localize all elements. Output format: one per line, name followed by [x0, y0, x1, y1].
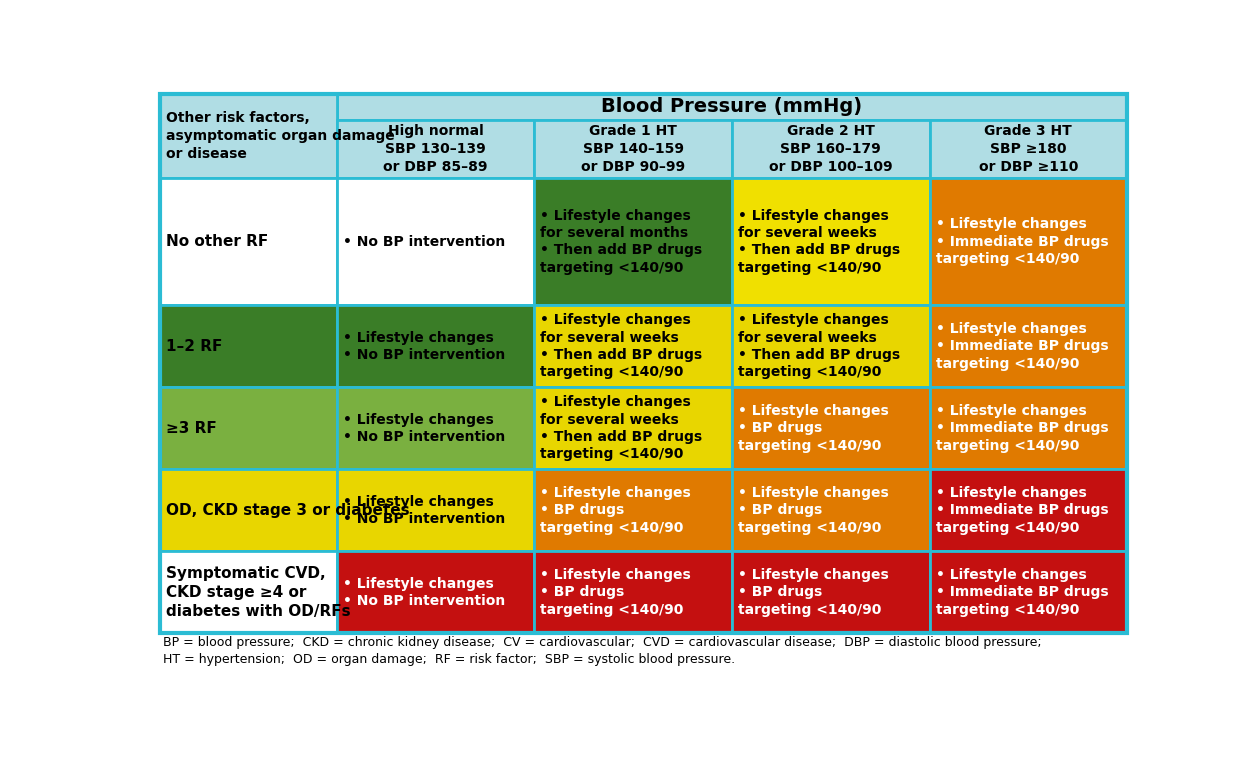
Bar — [535, 388, 732, 469]
Text: • Lifestyle changes
• No BP intervention: • Lifestyle changes • No BP intervention — [343, 331, 505, 362]
Text: • Lifestyle changes
• BP drugs
targeting <140/90: • Lifestyle changes • BP drugs targeting… — [738, 568, 889, 616]
Bar — [336, 178, 535, 306]
Bar — [336, 119, 535, 178]
Text: • Lifestyle changes
• BP drugs
targeting <140/90: • Lifestyle changes • BP drugs targeting… — [541, 486, 692, 534]
Text: • Lifestyle changes
• No BP intervention: • Lifestyle changes • No BP intervention — [343, 413, 505, 444]
Bar — [159, 469, 336, 551]
Bar — [535, 306, 732, 388]
Text: Grade 1 HT
SBP 140–159
or DBP 90–99: Grade 1 HT SBP 140–159 or DBP 90–99 — [581, 124, 685, 174]
Text: OD, CKD stage 3 or diabetes: OD, CKD stage 3 or diabetes — [166, 503, 410, 518]
Text: BP = blood pressure;  CKD = chronic kidney disease;  CV = cardiovascular;  CVD =: BP = blood pressure; CKD = chronic kidne… — [163, 636, 1042, 667]
Text: Grade 2 HT
SBP 160–179
or DBP 100–109: Grade 2 HT SBP 160–179 or DBP 100–109 — [769, 124, 892, 174]
Text: • Lifestyle changes
for several weeks
• Then add BP drugs
targeting <140/90: • Lifestyle changes for several weeks • … — [738, 313, 900, 379]
Text: • Lifestyle changes
• Immediate BP drugs
targeting <140/90: • Lifestyle changes • Immediate BP drugs… — [936, 322, 1108, 371]
Bar — [930, 178, 1127, 306]
Text: • Lifestyle changes
• Immediate BP drugs
targeting <140/90: • Lifestyle changes • Immediate BP drugs… — [936, 404, 1108, 452]
Text: • Lifestyle changes
• Immediate BP drugs
targeting <140/90: • Lifestyle changes • Immediate BP drugs… — [936, 217, 1108, 266]
Text: ≥3 RF: ≥3 RF — [166, 421, 217, 435]
Text: • Lifestyle changes
for several weeks
• Then add BP drugs
targeting <140/90: • Lifestyle changes for several weeks • … — [541, 313, 703, 379]
Bar — [159, 306, 336, 388]
Text: • Lifestyle changes
• BP drugs
targeting <140/90: • Lifestyle changes • BP drugs targeting… — [738, 486, 889, 534]
Bar — [930, 469, 1127, 551]
Bar — [159, 551, 336, 633]
Text: • Lifestyle changes
• BP drugs
targeting <140/90: • Lifestyle changes • BP drugs targeting… — [738, 404, 889, 452]
Bar — [336, 306, 535, 388]
Text: Grade 3 HT
SBP ≥180
or DBP ≥110: Grade 3 HT SBP ≥180 or DBP ≥110 — [979, 124, 1078, 174]
Text: • Lifestyle changes
for several weeks
• Then add BP drugs
targeting <140/90: • Lifestyle changes for several weeks • … — [738, 209, 900, 274]
Text: • No BP intervention: • No BP intervention — [343, 235, 505, 249]
Bar — [732, 178, 930, 306]
Text: Blood Pressure (mmHg): Blood Pressure (mmHg) — [601, 97, 862, 116]
Bar — [336, 94, 1127, 119]
Bar — [159, 178, 336, 306]
Bar — [535, 551, 732, 633]
Bar — [732, 469, 930, 551]
Text: Other risk factors,
asymptomatic organ damage
or disease: Other risk factors, asymptomatic organ d… — [166, 112, 395, 161]
Bar — [336, 551, 535, 633]
Bar — [732, 551, 930, 633]
Text: • Lifestyle changes
• Immediate BP drugs
targeting <140/90: • Lifestyle changes • Immediate BP drugs… — [936, 486, 1108, 534]
Bar — [159, 388, 336, 469]
Text: • Lifestyle changes
• BP drugs
targeting <140/90: • Lifestyle changes • BP drugs targeting… — [541, 568, 692, 616]
Text: • Lifestyle changes
• Immediate BP drugs
targeting <140/90: • Lifestyle changes • Immediate BP drugs… — [936, 568, 1108, 616]
Bar — [930, 306, 1127, 388]
Bar — [535, 469, 732, 551]
Bar — [930, 551, 1127, 633]
Bar — [930, 388, 1127, 469]
Bar — [336, 469, 535, 551]
Text: • Lifestyle changes
for several weeks
• Then add BP drugs
targeting <140/90: • Lifestyle changes for several weeks • … — [541, 395, 703, 461]
Bar — [159, 94, 336, 178]
Bar — [535, 178, 732, 306]
Bar — [732, 119, 930, 178]
Text: Symptomatic CVD,
CKD stage ≥4 or
diabetes with OD/RFs: Symptomatic CVD, CKD stage ≥4 or diabete… — [166, 565, 351, 619]
Text: • Lifestyle changes
• No BP intervention: • Lifestyle changes • No BP intervention — [343, 577, 505, 608]
Bar — [535, 119, 732, 178]
Bar — [732, 306, 930, 388]
Text: No other RF: No other RF — [166, 234, 269, 249]
Text: 1–2 RF: 1–2 RF — [166, 339, 222, 353]
Text: • Lifestyle changes
• No BP intervention: • Lifestyle changes • No BP intervention — [343, 495, 505, 526]
Bar — [930, 119, 1127, 178]
Text: High normal
SBP 130–139
or DBP 85–89: High normal SBP 130–139 or DBP 85–89 — [383, 124, 488, 174]
Bar — [336, 388, 535, 469]
Text: • Lifestyle changes
for several months
• Then add BP drugs
targeting <140/90: • Lifestyle changes for several months •… — [541, 209, 703, 274]
Bar — [732, 388, 930, 469]
